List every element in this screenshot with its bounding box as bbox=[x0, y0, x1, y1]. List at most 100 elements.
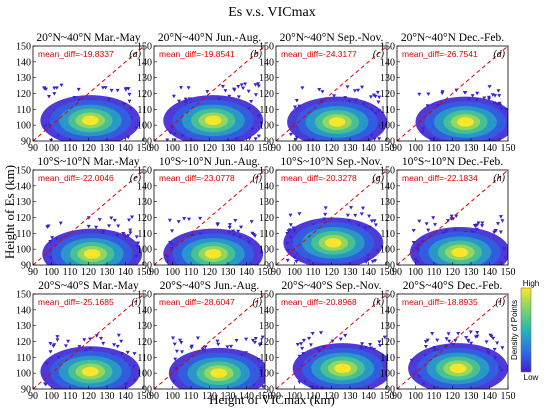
sparse-point bbox=[52, 92, 57, 96]
y-tick-label: 110 bbox=[16, 105, 31, 116]
x-tick-label: 110 bbox=[63, 267, 78, 278]
x-tick-label: 140 bbox=[239, 267, 254, 278]
mean-diff-label: mean_diff=-18.8935 bbox=[402, 297, 478, 307]
sparse-point bbox=[332, 94, 337, 98]
sparse-point bbox=[444, 337, 449, 341]
x-tick-label: 100 bbox=[408, 391, 423, 402]
sparse-point bbox=[215, 339, 220, 344]
sparse-point bbox=[172, 138, 177, 141]
sparse-point bbox=[48, 350, 53, 354]
y-tick-label: 130 bbox=[380, 321, 395, 332]
sparse-point bbox=[423, 345, 428, 349]
y-tick-label: 140 bbox=[137, 181, 152, 192]
y-tick-label: 120 bbox=[137, 337, 152, 348]
sparse-point bbox=[223, 89, 228, 93]
panel-title: 10°S~10°N Dec.-Feb. bbox=[402, 156, 503, 168]
sparse-point bbox=[48, 342, 53, 346]
sparse-point bbox=[487, 85, 492, 89]
y-tick-label: 140 bbox=[259, 305, 274, 316]
sparse-point bbox=[454, 214, 459, 219]
x-tick-label: 90 bbox=[392, 391, 402, 402]
y-tick-label: 130 bbox=[16, 73, 31, 84]
x-tick-label: 120 bbox=[202, 267, 217, 278]
mean-diff-label: mean_diff=-24.3177 bbox=[281, 49, 357, 59]
sparse-point bbox=[368, 343, 373, 347]
mean-diff-label: mean_diff=-23.0778 bbox=[159, 173, 235, 183]
y-tick-label: 150 bbox=[380, 290, 395, 301]
sparse-point bbox=[425, 338, 430, 343]
panel-letter: (i) bbox=[132, 297, 142, 308]
y-tick-label: 140 bbox=[16, 305, 31, 316]
mean-diff-label: mean_diff=-22.0046 bbox=[38, 173, 114, 183]
sparse-point bbox=[52, 86, 57, 90]
y-tick-label: 150 bbox=[259, 290, 274, 301]
sparse-point bbox=[225, 345, 230, 349]
sparse-point bbox=[338, 337, 343, 342]
y-tick-label: 100 bbox=[16, 245, 31, 256]
y-tick-label: 120 bbox=[259, 213, 274, 224]
sparse-point bbox=[180, 350, 185, 354]
sparse-point bbox=[431, 216, 436, 220]
y-tick-label: 90 bbox=[21, 137, 31, 148]
y-tick-label: 100 bbox=[259, 245, 274, 256]
mean-diff-label: mean_diff=-19.8541 bbox=[159, 49, 235, 59]
sparse-point bbox=[496, 89, 501, 93]
sparse-point bbox=[178, 338, 183, 343]
y-tick-label: 120 bbox=[16, 89, 31, 100]
sparse-point bbox=[239, 225, 244, 230]
sparse-point bbox=[241, 86, 246, 91]
colorbar-low-label: Low bbox=[524, 373, 539, 382]
x-tick-label: 150 bbox=[380, 267, 395, 278]
y-tick-label: 90 bbox=[385, 385, 395, 396]
sparse-point bbox=[182, 217, 187, 221]
reference-line bbox=[32, 45, 145, 142]
sparse-point bbox=[360, 342, 365, 346]
x-tick-label: 90 bbox=[28, 143, 38, 154]
sparse-point bbox=[251, 232, 256, 237]
sparse-point bbox=[440, 90, 445, 94]
y-tick-label: 140 bbox=[380, 181, 395, 192]
sparse-point bbox=[376, 100, 381, 105]
sparse-point bbox=[288, 132, 293, 137]
y-tick-label: 120 bbox=[380, 337, 395, 348]
x-tick-label: 120 bbox=[324, 391, 339, 402]
sparse-point bbox=[493, 229, 498, 233]
y-tick-label: 90 bbox=[264, 385, 274, 396]
sparse-point bbox=[497, 94, 502, 98]
y-tick-label: 100 bbox=[137, 245, 152, 256]
sparse-point bbox=[170, 229, 175, 233]
y-tick-label: 150 bbox=[137, 166, 152, 177]
colorbar-gradient bbox=[520, 287, 532, 373]
sparse-point bbox=[359, 212, 364, 216]
sparse-point bbox=[424, 222, 429, 226]
sparse-point bbox=[126, 234, 131, 238]
x-tick-label: 120 bbox=[445, 267, 460, 278]
sparse-point bbox=[253, 83, 258, 87]
sparse-point bbox=[456, 331, 461, 336]
sparse-point bbox=[186, 86, 191, 90]
sparse-point bbox=[176, 220, 181, 224]
sparse-point bbox=[99, 336, 104, 341]
density-cloud bbox=[408, 330, 508, 389]
sparse-point bbox=[112, 343, 117, 347]
sparse-point bbox=[360, 85, 365, 90]
x-tick-label: 110 bbox=[184, 143, 199, 154]
y-tick-label: 90 bbox=[142, 385, 152, 396]
sparse-point bbox=[349, 206, 354, 210]
sparse-point bbox=[288, 213, 293, 218]
sparse-point bbox=[107, 224, 112, 228]
density-layer bbox=[457, 117, 474, 127]
panel-title: 10°S~10°N Mar.-May bbox=[37, 156, 140, 168]
sparse-point bbox=[165, 138, 170, 141]
sparse-point bbox=[486, 95, 491, 100]
panel-g: 10°S~10°N Sep.-Nov.90 100 110 120 130 140 1509… bbox=[259, 156, 395, 278]
sparse-point bbox=[323, 206, 328, 210]
x-tick-label: 130 bbox=[100, 391, 115, 402]
sparse-point bbox=[382, 335, 387, 340]
sparse-point bbox=[205, 90, 210, 94]
sparse-point bbox=[446, 332, 451, 336]
sparse-point bbox=[236, 229, 241, 234]
sparse-point bbox=[480, 221, 485, 226]
sparse-point bbox=[252, 340, 257, 345]
reference-line bbox=[153, 45, 266, 142]
